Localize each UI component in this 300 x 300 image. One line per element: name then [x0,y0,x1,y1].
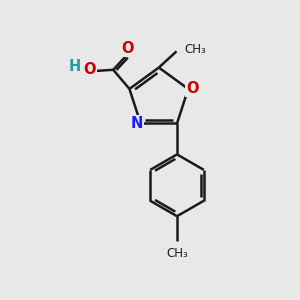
Text: H: H [69,59,81,74]
Text: O: O [83,62,96,77]
Text: O: O [121,41,134,56]
Text: CH₃: CH₃ [185,44,206,56]
Text: N: N [130,116,143,131]
Text: CH₃: CH₃ [166,247,188,260]
Text: O: O [186,81,198,96]
